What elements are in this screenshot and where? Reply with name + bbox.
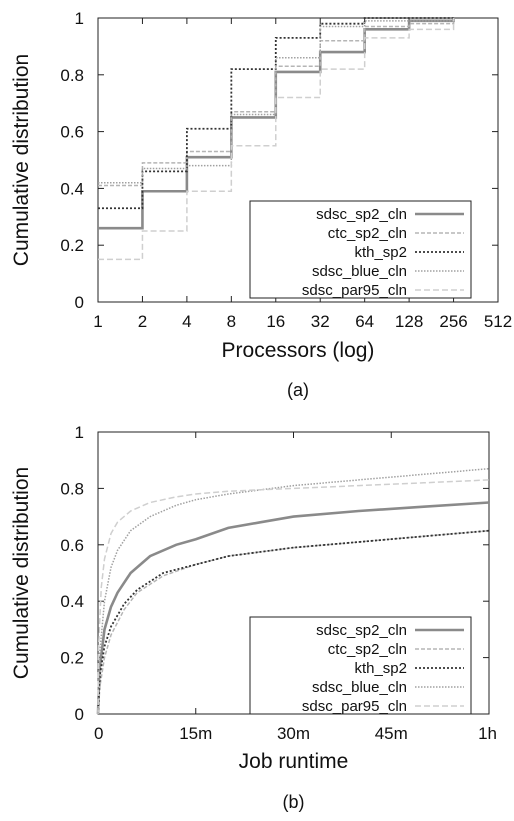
legend-box [249, 200, 472, 299]
x-tick-label: 128 [395, 312, 423, 331]
x-tick-label: 256 [439, 312, 467, 331]
subfigure-caption: (a) [287, 380, 309, 400]
legend-box [249, 616, 472, 715]
x-tick-label: 4 [182, 312, 191, 331]
x-tick-label: 32 [311, 312, 330, 331]
x-tick-label: 1h [478, 724, 497, 743]
x-tick-label: 16 [266, 312, 285, 331]
y-axis-label: Cumulative distribution [10, 54, 33, 266]
x-tick-label: 45m [375, 724, 408, 743]
legend-label: sdsc_sp2_cln [316, 622, 407, 639]
y-tick-label: 1 [75, 423, 84, 442]
series-line-ctc_sp2_cln [97, 529, 490, 715]
plot-frame [97, 17, 499, 303]
legend-label: sdsc_sp2_cln [316, 206, 407, 223]
series-line-sdsc_blue_cln [98, 18, 455, 184]
x-tick-label: 30m [277, 724, 310, 743]
chart-a: 0 0.2 0.4 0.6 0.8 1 1 2 4 8 16 32 64 128 256 512 sdsc_sp… [10, 9, 512, 400]
legend-label: sdsc_par95_cln [302, 698, 407, 715]
series-line-sdsc_blue_cln [97, 467, 490, 715]
x-tick-label: 2 [138, 312, 147, 331]
subfigure-caption: (b) [283, 792, 305, 812]
x-axis-label: Job runtime [239, 750, 349, 773]
legend-label: sdsc_par95_cln [302, 282, 407, 299]
x-tick-label: 8 [227, 312, 236, 331]
x-tick-label: 64 [355, 312, 374, 331]
y-tick-label: 0.2 [60, 236, 84, 255]
legend-label: ctc_sp2_cln [328, 225, 407, 242]
x-tick-label: 15m [179, 724, 212, 743]
series-line-sdsc_par95_cln [97, 479, 490, 715]
legend-label: kth_sp2 [354, 660, 407, 677]
series-line-sdsc_par95_cln [98, 18, 455, 261]
series-line-kth_sp2 [97, 529, 490, 715]
y-tick-label: 0.8 [60, 66, 84, 85]
y-tick-label: 0 [75, 293, 84, 312]
legend-label: kth_sp2 [354, 244, 407, 261]
x-tick-label: 1 [93, 312, 102, 331]
y-tick-label: 0.6 [60, 123, 84, 142]
y-axis-label: Cumulative distribution [10, 467, 33, 679]
x-tick-label: 0 [94, 724, 103, 743]
legend-label: ctc_sp2_cln [328, 641, 407, 658]
chart-b: 0 0.2 0.4 0.6 0.8 1 0 15m 30m 45m 1h sdsc_sp2_clnct… [10, 423, 497, 812]
legend-label: sdsc_blue_cln [312, 679, 407, 696]
y-tick-label: 0 [75, 705, 84, 724]
y-tick-label: 0.2 [60, 649, 84, 668]
y-tick-label: 0.4 [60, 592, 84, 611]
x-tick-label: 512 [484, 312, 512, 331]
y-tick-label: 1 [75, 9, 84, 28]
y-tick-label: 0.6 [60, 536, 84, 555]
x-axis-label: Processors (log) [222, 339, 375, 362]
legend-label: sdsc_blue_cln [312, 263, 407, 280]
series-line-sdsc_sp2_cln [96, 501, 490, 715]
y-tick-label: 0.8 [60, 479, 84, 498]
y-tick-label: 0.4 [60, 179, 84, 198]
